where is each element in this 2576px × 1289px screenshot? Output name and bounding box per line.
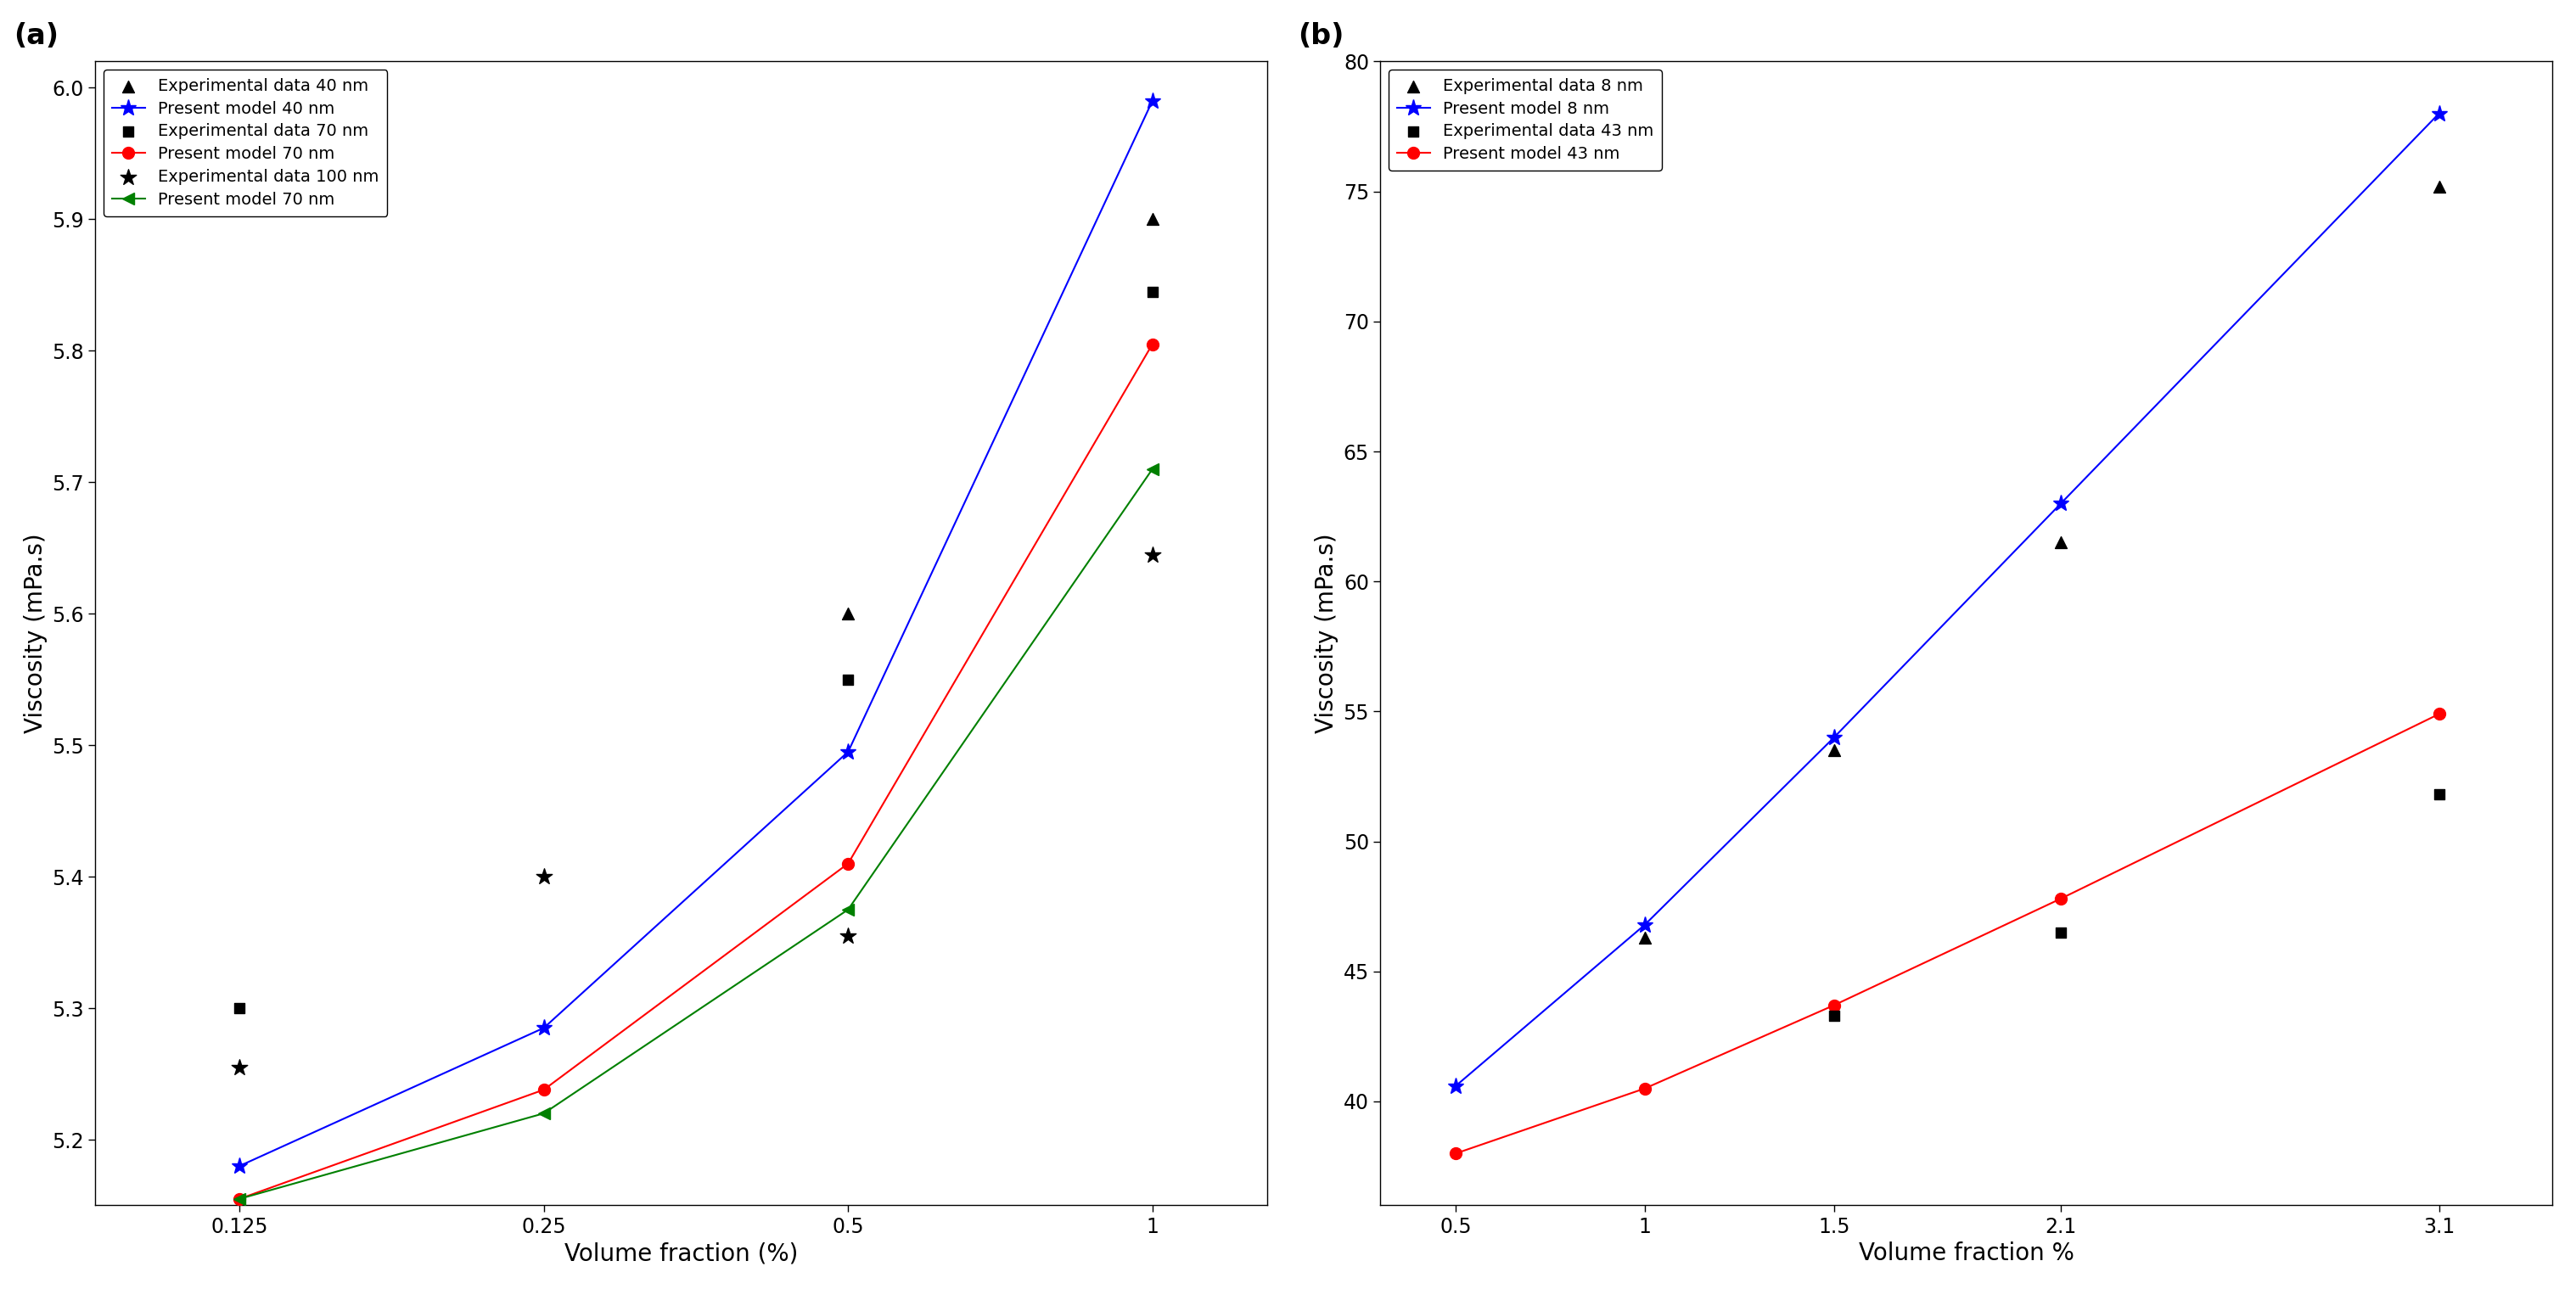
Experimental data 100 nm [827, 926, 868, 946]
Present model 8 nm [2045, 496, 2076, 512]
Line: Present model 40 nm: Present model 40 nm [232, 93, 1162, 1174]
Present model 43 nm [1440, 1146, 1471, 1161]
Present model 70 nm [224, 1191, 255, 1207]
Present model 40 nm [224, 1159, 255, 1174]
Present model 43 nm [2424, 706, 2455, 722]
Present model 8 nm [1631, 916, 1662, 932]
Text: (b): (b) [1298, 22, 1345, 50]
Present model 40 nm [1136, 93, 1167, 108]
Y-axis label: Viscosity (mPa.s): Viscosity (mPa.s) [23, 534, 46, 733]
Text: (a): (a) [13, 22, 59, 50]
Experimental data 43 nm [2419, 784, 2460, 804]
Legend: Experimental data 40 nm, Present model 40 nm, Experimental data 70 nm, Present m: Experimental data 40 nm, Present model 4… [103, 70, 386, 217]
Line: Present model 43 nm: Present model 43 nm [1450, 708, 2445, 1159]
Experimental data 40 nm [1131, 209, 1172, 229]
Experimental data 43 nm [1814, 1005, 1855, 1026]
Present model 40 nm [528, 1020, 559, 1035]
Present model 70 nm [224, 1191, 255, 1207]
Present model 70 nm [1136, 461, 1167, 477]
Experimental data 8 nm [2040, 532, 2081, 553]
Present model 70 nm [832, 902, 863, 918]
Present model 70 nm [528, 1106, 559, 1121]
Experimental data 100 nm [219, 1057, 260, 1078]
Experimental data 70 nm [827, 669, 868, 690]
Present model 8 nm [1440, 1078, 1471, 1093]
Experimental data 100 nm [1131, 544, 1172, 565]
X-axis label: Volume fraction %: Volume fraction % [1860, 1241, 2074, 1266]
Line: Present model 70 nm: Present model 70 nm [234, 463, 1159, 1205]
Present model 8 nm [2424, 106, 2455, 121]
Present model 43 nm [2045, 891, 2076, 906]
Present model 8 nm [1819, 730, 1850, 745]
Y-axis label: Viscosity (mPa.s): Viscosity (mPa.s) [1314, 534, 1340, 733]
Experimental data 70 nm [219, 998, 260, 1018]
X-axis label: Volume fraction (%): Volume fraction (%) [564, 1241, 799, 1266]
Present model 43 nm [1819, 998, 1850, 1013]
Present model 70 nm [832, 856, 863, 871]
Experimental data 8 nm [1625, 927, 1667, 947]
Experimental data 8 nm [2419, 177, 2460, 197]
Line: Present model 8 nm: Present model 8 nm [1448, 106, 2447, 1094]
Experimental data 43 nm [2040, 922, 2081, 942]
Experimental data 40 nm [827, 603, 868, 624]
Experimental data 70 nm [1131, 281, 1172, 302]
Present model 70 nm [528, 1081, 559, 1097]
Present model 40 nm [832, 744, 863, 759]
Experimental data 100 nm [523, 866, 564, 887]
Legend: Experimental data 8 nm, Present model 8 nm, Experimental data 43 nm, Present mod: Experimental data 8 nm, Present model 8 … [1388, 70, 1662, 170]
Line: Present model 70 nm: Present model 70 nm [234, 338, 1159, 1205]
Experimental data 8 nm [1814, 740, 1855, 761]
Present model 70 nm [1136, 336, 1167, 352]
Present model 43 nm [1631, 1080, 1662, 1096]
